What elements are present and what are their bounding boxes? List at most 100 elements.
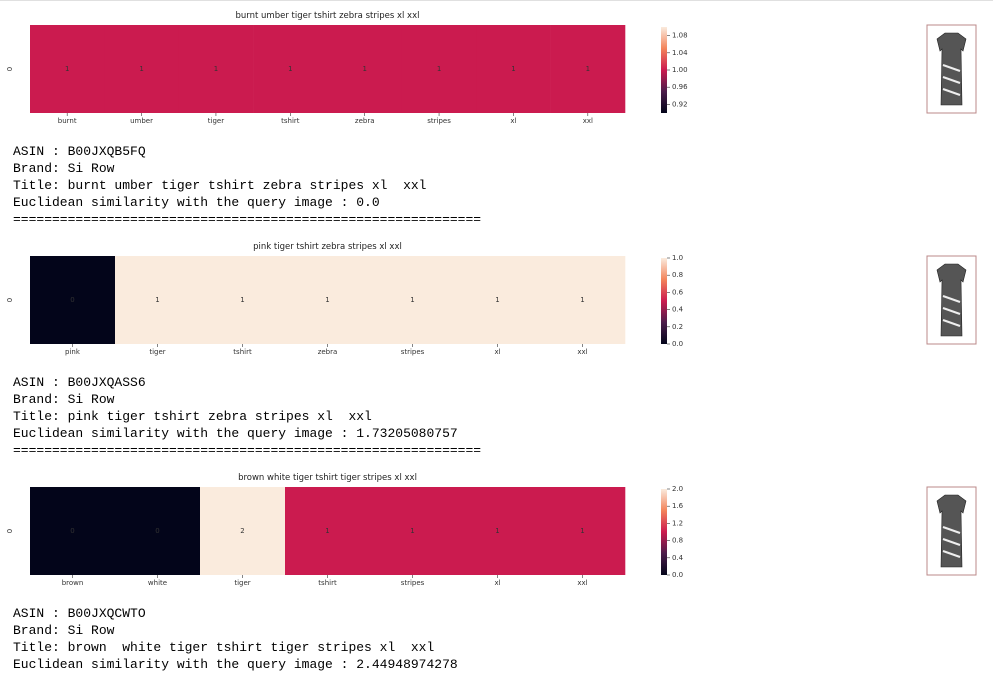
colorbar-tick-label: 0.4 [672,554,684,562]
colorbar [661,27,667,113]
similarity-line: Euclidean similarity with the query imag… [13,195,380,210]
colorbar-tick-label: 2.0 [672,485,683,493]
heatmap-cell [178,25,254,113]
heatmap-cell [115,256,201,344]
colorbar-tick-label: 0.96 [672,83,688,91]
heatmap-cell [540,256,626,344]
x-tick-label: xl [494,348,500,356]
cell-label: 0 [70,527,74,535]
x-tick-label: xxl [577,579,587,587]
cell-label: 1 [240,296,244,304]
thumbnail-pattern [942,526,961,558]
x-tick-label: tiger [234,579,250,587]
heatmap-cell [30,487,116,575]
separator-line: ========================================… [13,443,481,458]
similarity-line: Euclidean similarity with the query imag… [13,426,458,441]
heatmap-cell [401,25,477,113]
cell-label: 1 [325,527,329,535]
x-tick-label: tiger [149,348,165,356]
row-label: 0 [6,529,14,533]
heatmap-cell [476,25,551,113]
brand-line: Brand: Si Row [13,623,115,638]
cell-label: 0 [70,296,74,304]
x-tick-label: tshirt [233,348,252,356]
heatmap-cell [253,25,328,113]
heatmap-cell [370,256,456,344]
separator-line: ========================================… [13,212,481,227]
colorbar-tick-label: 0.6 [672,288,684,296]
x-tick-label: brown [62,579,84,587]
x-tick-label: tshirt [318,579,337,587]
cell-label: 1 [214,65,218,73]
cell-label: 2 [240,527,244,535]
x-tick-label: zebra [318,348,338,356]
x-tick-label: tiger [208,117,224,125]
x-tick-label: xl [510,117,516,125]
cell-label: 1 [325,296,329,304]
cell-label: 1 [586,65,590,73]
heatmap-cell [285,256,371,344]
cell-label: 1 [410,296,414,304]
asin-line: ASIN : B00JXQASS6 [13,375,146,390]
heatmap-cell [115,487,201,575]
colorbar-tick-label: 0.8 [672,271,683,279]
heatmap-title: burnt umber tiger tshirt zebra stripes x… [236,11,420,21]
title-line: Title: burnt umber tiger tshirt zebra st… [13,178,427,193]
cell-label: 1 [362,65,366,73]
brand-line: Brand: Si Row [13,161,115,176]
x-tick-label: stripes [401,348,425,356]
colorbar-tick-label: 0.0 [672,571,683,579]
colorbar-tick-label: 0.92 [672,100,688,108]
heatmap-cell [200,256,286,344]
heatmap-title: pink tiger tshirt zebra stripes xl xxl [253,242,402,252]
x-tick-label: zebra [355,117,375,125]
colorbar-tick-label: 0.4 [672,306,684,314]
cell-label: 0 [155,527,159,535]
x-tick-label: xxl [577,348,587,356]
cell-label: 1 [580,296,584,304]
x-tick-label: xl [494,579,500,587]
heatmap-cell [455,256,541,344]
cell-label: 1 [495,527,499,535]
x-tick-label: burnt [58,117,77,125]
title-line: Title: brown white tiger tshirt tiger st… [13,640,434,655]
heatmap-cell [370,487,456,575]
heatmap-title: brown white tiger tshirt tiger stripes x… [238,473,417,483]
heatmap-cell [285,487,371,575]
asin-line: ASIN : B00JXQCWTO [13,606,146,621]
asin-line: ASIN : B00JXQB5FQ [13,144,146,159]
row-label: 0 [6,67,14,71]
cell-label: 1 [288,65,292,73]
colorbar [661,489,667,575]
colorbar-tick-label: 1.08 [672,32,688,40]
x-tick-label: xxl [583,117,593,125]
heatmap-cell [455,487,541,575]
x-tick-label: umber [130,117,153,125]
brand-line: Brand: Si Row [13,392,115,407]
colorbar-tick-label: 1.04 [672,49,688,57]
cell-label: 1 [437,65,441,73]
cell-label: 1 [155,296,159,304]
colorbar-tick-label: 1.00 [672,66,688,74]
row-label: 0 [6,298,14,302]
x-tick-label: stripes [427,117,451,125]
colorbar-tick-label: 1.2 [672,519,683,527]
cell-label: 1 [65,65,69,73]
thumbnail-pattern [942,295,961,327]
heatmap-cell [200,487,286,575]
cell-label: 1 [511,65,515,73]
x-tick-label: tshirt [281,117,300,125]
heatmap-cell [30,256,116,344]
colorbar-tick-label: 0.2 [672,323,683,331]
cell-label: 1 [139,65,143,73]
x-tick-label: stripes [401,579,425,587]
colorbar-tick-label: 1.6 [672,502,684,510]
x-tick-label: white [148,579,167,587]
cell-label: 1 [410,527,414,535]
colorbar [661,258,667,344]
title-line: Title: pink tiger tshirt zebra stripes x… [13,409,372,424]
x-tick-label: pink [65,348,81,356]
heatmap-cell [540,487,626,575]
colorbar-tick-label: 0.8 [672,537,683,545]
